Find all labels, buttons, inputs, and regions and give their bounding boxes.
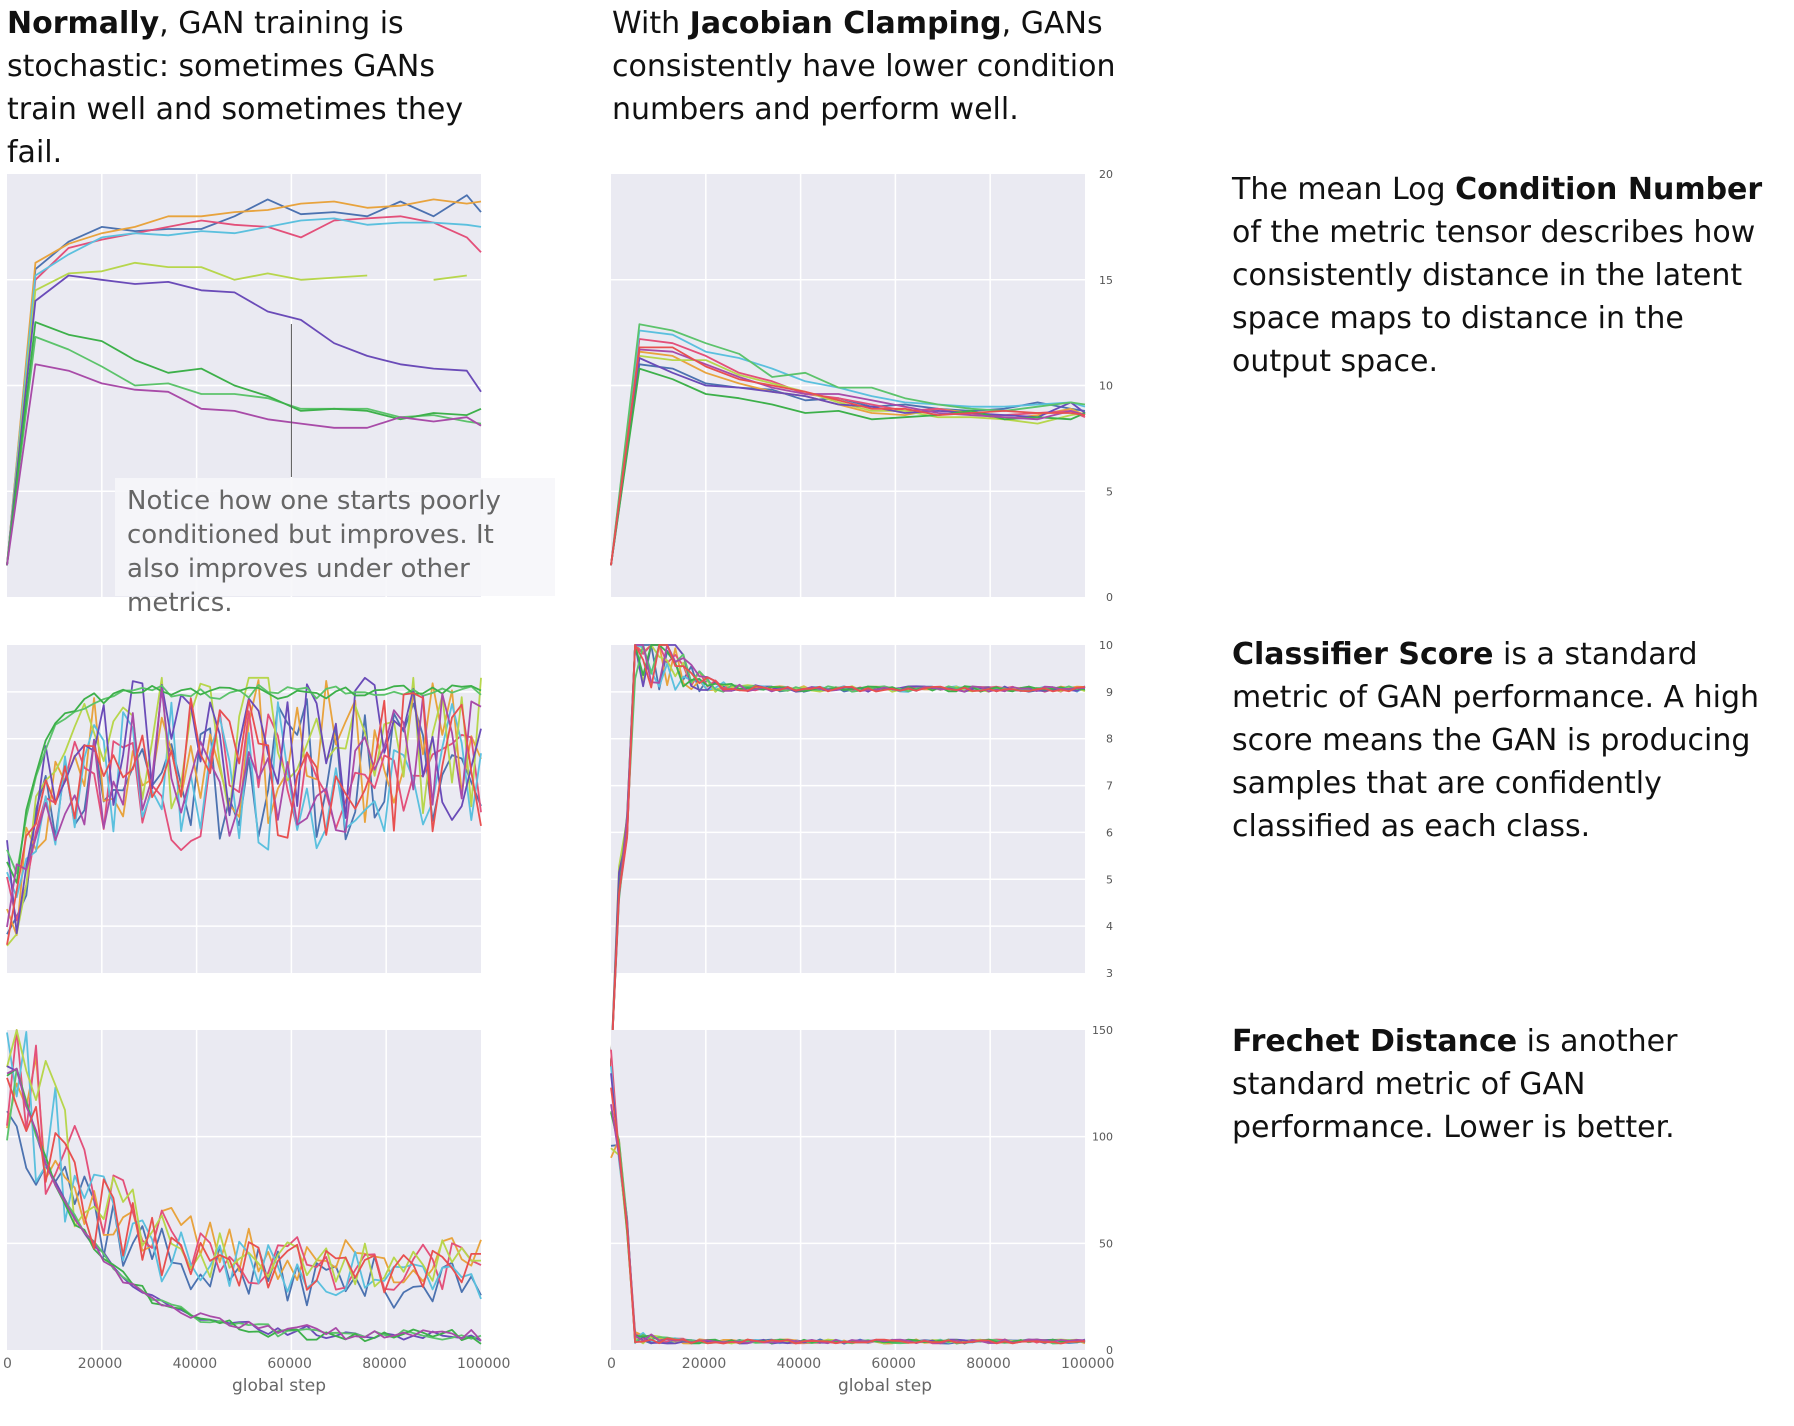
y-tick-label: 6 <box>1106 826 1113 839</box>
x-axis-label-jacobian: global step <box>838 1376 933 1396</box>
desc-frechet-distance: Frechet Distance is another standard met… <box>1232 1020 1772 1149</box>
series-line-1 <box>6 194 482 566</box>
heading-jacobian-prefix: With <box>612 6 690 41</box>
y-tick-label: 50 <box>1099 1237 1113 1250</box>
x-tick-label: 60000 <box>267 1356 312 1372</box>
x-axis-label-normal: global step <box>232 1376 327 1396</box>
series-line-8 <box>6 684 482 884</box>
series-line-10 <box>610 346 1086 566</box>
x-tick-label: 80000 <box>362 1356 407 1372</box>
heading-normal-bold: Normally <box>7 6 160 41</box>
x-tick-label: 40000 <box>172 1356 218 1372</box>
series-line-6 <box>610 357 1086 566</box>
y-tick-label: 4 <box>1106 920 1113 933</box>
series-line-10 <box>6 692 482 945</box>
y-tick-label: 10 <box>1099 639 1113 652</box>
desc-condition-rest: of the metric tensor describes how consi… <box>1232 215 1756 379</box>
x-tick-label: 0 <box>607 1356 616 1372</box>
x-tick-label: 100000 <box>457 1356 511 1372</box>
series-line-10 <box>610 1087 1086 1345</box>
annotation-box: Notice how one starts poorly conditioned… <box>115 478 555 618</box>
series-line-10 <box>610 644 1086 1067</box>
x-tick-label: 60000 <box>871 1356 916 1372</box>
heading-normal: Normally, GAN training is stochastic: so… <box>7 2 487 174</box>
series-line-4 <box>6 217 482 566</box>
desc-classifier-score: Classifier Score is a standard metric of… <box>1232 633 1772 848</box>
x-tick-label: 0 <box>3 1356 12 1372</box>
series-line-2 <box>6 198 482 566</box>
x-tick-label: 40000 <box>776 1356 822 1372</box>
x-tick-label: 100000 <box>1061 1356 1115 1372</box>
series-line-9 <box>6 363 482 566</box>
series-line-3 <box>6 215 482 566</box>
series-line-5 <box>6 1029 482 1288</box>
y-tick-label: 15 <box>1099 274 1113 287</box>
chart-condition-jacobian: 0 5 10 15 20 <box>610 168 1113 604</box>
plot-background <box>611 1030 1085 1350</box>
desc-frechet-bold: Frechet Distance <box>1232 1024 1518 1059</box>
heading-jacobian-rest: , GANs consistently have lower condition… <box>612 6 1116 127</box>
desc-condition-prefix: The mean Log <box>1232 172 1456 207</box>
series-line-4 <box>6 1031 482 1300</box>
series-line-3 <box>6 1029 482 1291</box>
series-line-5 <box>610 355 1086 566</box>
series-line-9 <box>610 348 1086 566</box>
desc-condition-number: The mean Log Condition Number of the met… <box>1232 168 1772 383</box>
y-tick-label: 0 <box>1106 1344 1113 1357</box>
y-tick-label: 3 <box>1106 967 1113 980</box>
y-tick-label: 0 <box>1106 591 1113 604</box>
y-tick-label: 9 <box>1106 686 1113 699</box>
y-tick-label: 5 <box>1106 485 1113 498</box>
annotation-text: Notice how one starts poorly conditioned… <box>127 486 501 618</box>
x-tick-label: 20000 <box>681 1356 727 1372</box>
y-tick-label: 8 <box>1106 733 1113 746</box>
y-tick-label: 150 <box>1092 1024 1113 1037</box>
y-tick-label: 100 <box>1092 1131 1113 1144</box>
y-tick-label: 10 <box>1099 380 1113 393</box>
plot-background <box>7 1030 481 1350</box>
y-tick-label: 20 <box>1099 168 1113 181</box>
x-tick-label: 80000 <box>966 1356 1011 1372</box>
series-line-4 <box>610 329 1086 566</box>
plot-background <box>611 645 1085 973</box>
series-line-9 <box>6 1067 482 1342</box>
series-line-10 <box>6 1077 481 1294</box>
chart-classifier-jacobian: 3 4 5 6 7 8 9 10 <box>610 639 1113 1067</box>
series-line-6 <box>6 274 482 566</box>
series-line-4 <box>6 701 482 898</box>
heading-normal-rest: , GAN training is stochastic: sometimes … <box>7 6 464 170</box>
desc-classifier-bold: Classifier Score <box>1232 637 1494 672</box>
chart-frechet-jacobian: 0 50 100 150 <box>610 1024 1113 1357</box>
desc-frechet-rest: is another standard metric of GAN perfor… <box>1232 1024 1678 1145</box>
y-tick-label: 5 <box>1106 873 1113 886</box>
series-line-5 <box>6 261 467 566</box>
y-tick-label: 7 <box>1106 780 1113 793</box>
x-tick-label: 20000 <box>77 1356 123 1372</box>
chart-classifier-normal <box>6 645 482 973</box>
heading-jacobian: With Jacobian Clamping, GANs consistentl… <box>612 2 1132 131</box>
series-line-3 <box>6 710 482 922</box>
series-line-2 <box>6 679 482 937</box>
series-line-2 <box>610 350 1086 566</box>
desc-classifier-rest: is a standard metric of GAN performance.… <box>1232 637 1760 844</box>
chart-frechet-normal <box>6 1029 482 1350</box>
desc-condition-bold: Condition Number <box>1455 172 1763 207</box>
series-line-3 <box>610 338 1086 566</box>
series-line-1 <box>6 1110 482 1309</box>
series-line-7 <box>610 323 1086 566</box>
series-line-8 <box>6 321 482 566</box>
series-line-7 <box>6 684 482 875</box>
heading-jacobian-bold: Jacobian Clamping <box>689 6 1002 41</box>
